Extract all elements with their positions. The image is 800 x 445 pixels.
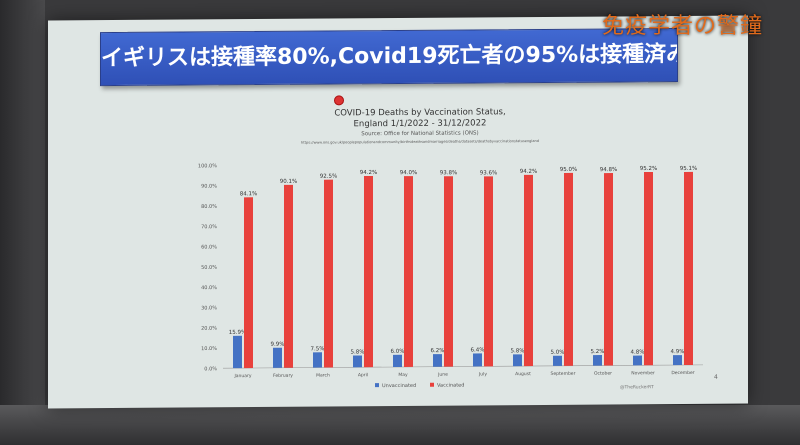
data-label-vaccinated: 93.8% — [440, 170, 457, 176]
chart-title-line1: COVID-19 Deaths by Vaccination Status, — [334, 107, 505, 118]
room-wall-left — [0, 0, 45, 445]
x-tick-label: May — [398, 372, 408, 378]
y-tick-label: 0.0% — [204, 366, 217, 372]
bar-vaccinated — [444, 176, 453, 367]
x-tick-label: January — [233, 373, 251, 379]
bar-unvaccinated — [433, 354, 442, 367]
data-label-unvaccinated: 5.2% — [591, 349, 605, 355]
data-label-vaccinated: 95.0% — [560, 167, 577, 173]
bar-unvaccinated — [673, 355, 682, 366]
data-label-unvaccinated: 5.8% — [351, 349, 365, 355]
data-label-unvaccinated: 6.4% — [471, 347, 485, 353]
bar-unvaccinated — [233, 335, 242, 369]
y-tick-label: 30.0% — [201, 305, 217, 311]
legend-swatch-vaccinated — [430, 382, 434, 387]
data-label-vaccinated: 90.1% — [280, 179, 297, 185]
bar-vaccinated — [284, 184, 293, 368]
y-tick-label: 80.0% — [201, 204, 217, 210]
bar-vaccinated — [604, 173, 613, 366]
bar-vaccinated — [524, 174, 533, 367]
data-label-unvaccinated: 4.9% — [671, 349, 685, 355]
data-label-vaccinated: 95.1% — [680, 166, 697, 172]
x-tick-label: March — [316, 372, 330, 378]
bar-unvaccinated — [633, 355, 642, 366]
data-label-unvaccinated: 4.8% — [631, 350, 645, 356]
bar-vaccinated — [684, 171, 693, 366]
projection-screen: イギリスは接種率80%,Covid19死亡者の95%は接種済み COVID-19… — [48, 15, 748, 409]
x-tick-label: July — [478, 371, 487, 377]
data-label-unvaccinated: 15.9% — [229, 330, 246, 336]
x-axis-line — [223, 364, 703, 369]
channel-watermark: 免疫学者の警鐘 — [602, 14, 764, 39]
bar-unvaccinated — [553, 355, 562, 366]
x-tick-label: December — [671, 370, 694, 376]
y-tick-label: 20.0% — [201, 326, 217, 332]
y-tick-label: 50.0% — [201, 265, 217, 271]
y-tick-label: 70.0% — [201, 224, 217, 230]
bar-unvaccinated — [473, 353, 482, 367]
room-floor — [0, 405, 800, 445]
data-label-unvaccinated: 9.9% — [271, 342, 285, 348]
data-label-unvaccinated: 5.8% — [511, 348, 525, 354]
bar-vaccinated — [564, 172, 573, 366]
data-label-vaccinated: 95.2% — [640, 166, 657, 172]
legend-label-vaccinated: Vaccinated — [437, 383, 464, 389]
x-tick-label: October — [594, 371, 612, 377]
x-tick-label: August — [515, 371, 531, 377]
slide-page-number: 4 — [714, 373, 718, 381]
bar-vaccinated — [484, 176, 493, 367]
legend-label-unvaccinated: Unvaccinated — [382, 383, 416, 389]
bar-unvaccinated — [313, 352, 322, 368]
data-label-vaccinated: 94.2% — [520, 169, 537, 175]
x-tick-label: June — [437, 372, 448, 378]
legend-swatch-unvaccinated — [375, 383, 379, 388]
bar-unvaccinated — [513, 354, 522, 367]
x-tick-label: September — [551, 371, 576, 377]
bar-vaccinated — [404, 176, 413, 367]
data-label-vaccinated: 92.5% — [320, 174, 337, 180]
data-label-unvaccinated: 6.2% — [431, 348, 445, 354]
x-tick-label: November — [631, 370, 655, 376]
chart-url: https://www.ons.gov.uk/peoplepopulationa… — [301, 139, 539, 145]
data-label-vaccinated: 94.8% — [600, 167, 617, 173]
x-tick-label: April — [358, 372, 368, 378]
data-label-vaccinated: 94.0% — [400, 170, 417, 176]
data-label-vaccinated: 93.6% — [480, 170, 497, 176]
bar-vaccinated — [244, 197, 253, 369]
bar-vaccinated — [364, 175, 373, 368]
bar-unvaccinated — [593, 355, 602, 366]
bar-unvaccinated — [353, 355, 362, 368]
bar-vaccinated — [644, 171, 653, 366]
data-label-unvaccinated: 6.0% — [391, 349, 405, 355]
bar-vaccinated — [324, 179, 333, 368]
data-label-unvaccinated: 7.5% — [311, 346, 325, 352]
y-tick-label: 40.0% — [201, 285, 217, 291]
chart-title-line2: England 1/1/2022 - 31/12/2022 — [354, 118, 487, 129]
legend: Unvaccinated Vaccinated — [375, 382, 464, 389]
x-tick-label: February — [273, 373, 293, 379]
chart-source: Source: Office for National Statistics (… — [361, 130, 478, 137]
chart: COVID-19 Deaths by Vaccination Status, E… — [198, 107, 703, 390]
data-label-vaccinated: 94.2% — [360, 170, 377, 176]
y-tick-label: 10.0% — [201, 346, 217, 352]
bar-unvaccinated — [393, 354, 402, 368]
plot-area: 0.0% 10.0% 20.0% 30.0% 40.0% 50.0% 60.0% 70.0% 8… — [198, 163, 703, 379]
data-label-vaccinated: 84.1% — [240, 191, 257, 197]
bar-unvaccinated — [273, 347, 282, 368]
y-tick-label: 60.0% — [201, 244, 217, 250]
chart-credit: @TheRuckerRT — [620, 384, 654, 390]
y-tick-label: 90.0% — [201, 184, 217, 190]
data-label-unvaccinated: 5.0% — [551, 350, 565, 356]
y-tick-label: 100.0% — [198, 163, 217, 169]
